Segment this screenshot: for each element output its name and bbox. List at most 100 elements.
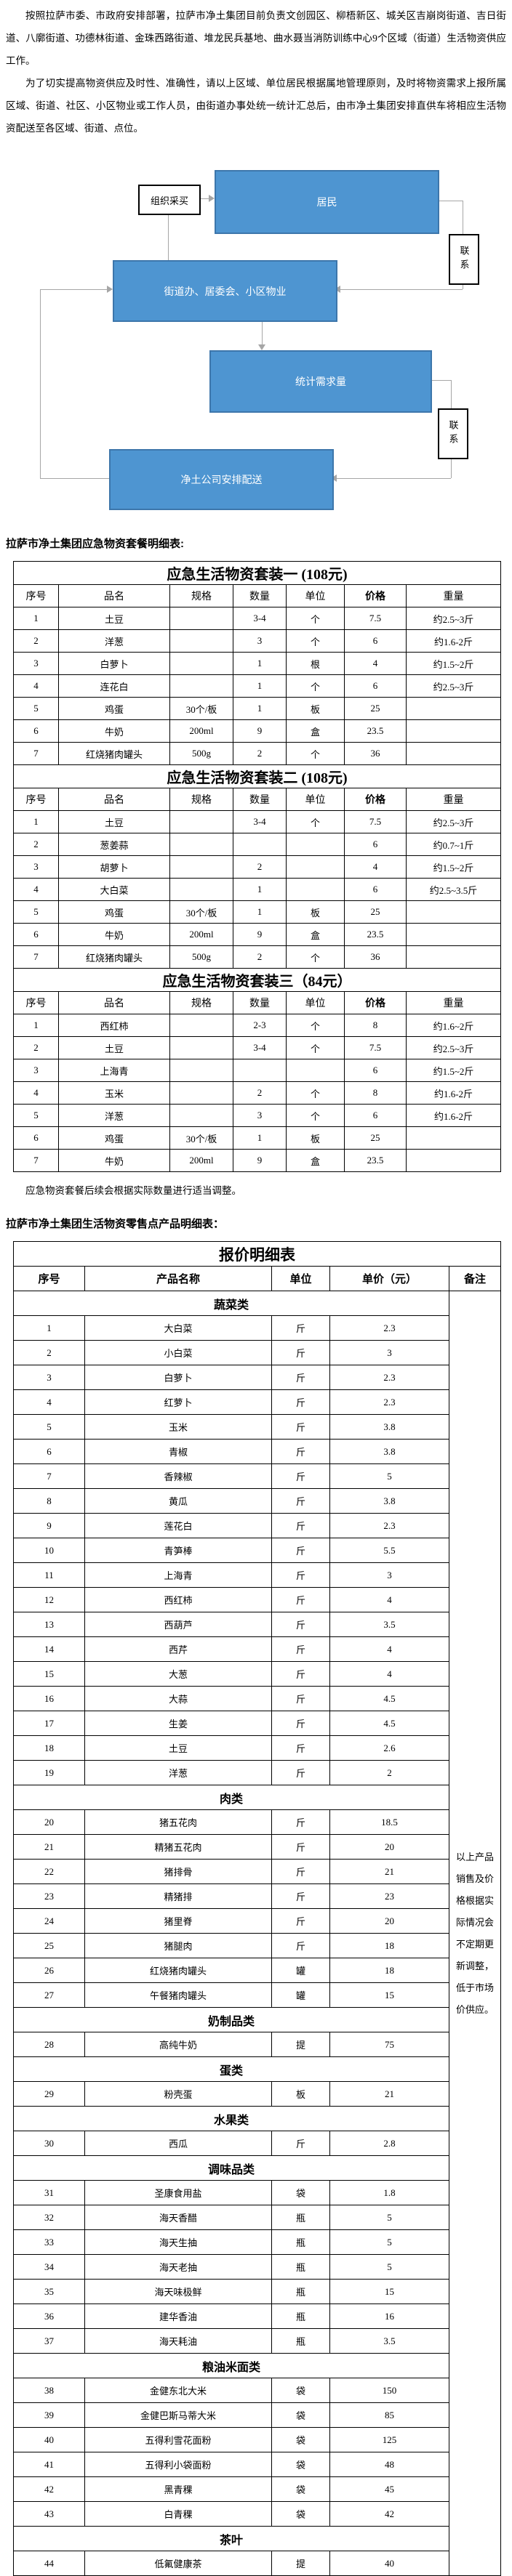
table-row: 6 青椒斤 3.8	[13, 1439, 501, 1464]
table-cell: 盒	[286, 923, 345, 946]
package-note: 应急物资套餐后续会根据实际数量进行适当调整。	[25, 1185, 241, 1196]
flow-node-street-office: 街道办、居委会、小区物业	[113, 260, 337, 322]
table-cell: 23.5	[344, 923, 407, 946]
table-cell: 斤	[271, 1340, 330, 1365]
table-cell: 斤	[271, 1365, 330, 1390]
column-header: 备注	[449, 1266, 501, 1291]
table-cell: 38	[13, 2378, 85, 2403]
table-row: 序号 产品名称 单位 单价（元） 备注	[13, 1266, 501, 1291]
table-row: 24 猪里脊斤 20	[13, 1908, 501, 1934]
table-row: 应急生活物资套装一 (108元)	[12, 561, 502, 585]
table-cell: 4	[329, 1636, 449, 1662]
table-cell: 200ml	[169, 923, 233, 946]
table-cell: 9	[233, 1149, 287, 1172]
table-cell: 23	[329, 1883, 449, 1909]
table-cell: 15	[329, 2279, 449, 2304]
table-cell	[169, 855, 233, 879]
table-cell: 约1.6-2斤	[405, 1104, 502, 1127]
table-cell: 斤	[271, 1414, 330, 1440]
table-cell: 1	[13, 810, 59, 833]
table-row: 1 土豆 3-4 个 7.5 约2.5~3斤	[13, 810, 502, 833]
table-cell: 27	[13, 1982, 85, 2008]
table-row: 42 黑青稞袋 45	[13, 2476, 501, 2502]
table-cell: 黄瓜	[84, 1488, 272, 1514]
table-cell: 精猪五花肉	[84, 1834, 272, 1860]
table-row: 1 西红柿 2-3 个 8 约1.6~2斤	[13, 1014, 502, 1037]
column-header: 品名	[58, 991, 170, 1014]
table-cell: 大蒜	[84, 1686, 272, 1711]
table-cell: 36	[344, 945, 407, 969]
table-cell: 西葫芦	[84, 1612, 272, 1637]
table-cell: 罐	[271, 1982, 330, 2008]
table-cell: 4	[329, 1587, 449, 1612]
table-cell: 40	[13, 2427, 85, 2452]
table-row: 33 海天生抽瓶 5	[13, 2229, 501, 2255]
table-cell: 6	[344, 1104, 407, 1127]
table-cell: 7	[13, 742, 59, 765]
table-cell: 红烧猪肉罐头	[58, 742, 170, 765]
arrow-right-icon	[209, 195, 215, 202]
table-cell	[405, 923, 502, 946]
table-cell	[233, 1059, 287, 1082]
table-cell: 斤	[271, 1587, 330, 1612]
flow-line	[337, 478, 451, 479]
column-header: 数量	[233, 788, 287, 811]
table-row: 40 五得利雪花面粉袋 125	[13, 2427, 501, 2452]
table-row: 蛋类	[13, 2056, 501, 2082]
table-cell: 5	[13, 900, 59, 924]
table-cell: 瓶	[271, 2205, 330, 2230]
table-cell: 4	[13, 1081, 59, 1105]
table-cell: 42	[13, 2476, 85, 2502]
table-row: 茶叶	[13, 2526, 501, 2551]
column-header: 规格	[169, 788, 233, 811]
table-cell: 斤	[271, 1488, 330, 1514]
table-cell: 玉米	[58, 1081, 170, 1105]
table-cell: 18.5	[329, 1809, 449, 1835]
table-cell: 17	[13, 1711, 85, 1736]
table-row: 10 青笋棒斤 5.5	[13, 1538, 501, 1563]
table-cell: 75	[329, 2032, 449, 2057]
table-row: 应急生活物资套装二 (108元)	[12, 764, 502, 788]
flow-node-residents: 居民	[215, 170, 439, 234]
table-cell: 2.3	[329, 1315, 449, 1341]
table-row: 水果类	[13, 2106, 501, 2131]
table-cell	[405, 697, 502, 720]
table-cell: 85	[329, 2402, 449, 2428]
table-cell: 斤	[271, 1908, 330, 1934]
table-cell: 斤	[271, 1463, 330, 1489]
table-row: 37 海天耗油瓶 3.5	[13, 2328, 501, 2354]
table-cell: 2.3	[329, 1365, 449, 1390]
table-cell: 3.8	[329, 1488, 449, 1514]
table-cell: 21	[329, 2081, 449, 2107]
flow-line	[262, 319, 263, 345]
table-row: 8 黄瓜斤 3.8	[13, 1488, 501, 1514]
table-cell: 约1.6-2斤	[405, 629, 502, 653]
table-cell: 41	[13, 2452, 85, 2477]
column-header: 序号	[13, 991, 59, 1014]
table-row: 5 鸡蛋 30个/板 1 板 25	[13, 697, 502, 720]
table-cell	[405, 742, 502, 765]
table-cell: 斤	[271, 1883, 330, 1909]
table-cell: 个	[286, 607, 345, 630]
table-cell: 44	[13, 2551, 85, 2576]
table-row: 31 圣康食用盐袋 1.8	[13, 2180, 501, 2205]
table-cell: 海天香醋	[84, 2205, 272, 2230]
table-cell: 金健巴斯马蒂大米	[84, 2402, 272, 2428]
table-cell: 2.3	[329, 1389, 449, 1415]
table-row: 13 西葫芦斤 3.5	[13, 1612, 501, 1637]
table-cell: 约1.5~2斤	[405, 1059, 502, 1082]
table-cell: 个	[286, 742, 345, 765]
column-header: 单价（元）	[329, 1266, 449, 1291]
table-cell: 板	[286, 697, 345, 720]
flow-line	[168, 212, 169, 260]
table-cell: 1	[233, 1126, 287, 1150]
table-cell: 5	[13, 697, 59, 720]
table-cell	[169, 652, 233, 675]
table-row: 34 海天老抽瓶 5	[13, 2254, 501, 2280]
table-cell: 3	[13, 1365, 85, 1390]
table-cell: 4.5	[329, 1686, 449, 1711]
flow-line	[40, 289, 107, 290]
table-cell: 28	[13, 2032, 85, 2057]
table-cell: 斤	[271, 1513, 330, 1538]
table-cell: 西红柿	[58, 1014, 170, 1037]
